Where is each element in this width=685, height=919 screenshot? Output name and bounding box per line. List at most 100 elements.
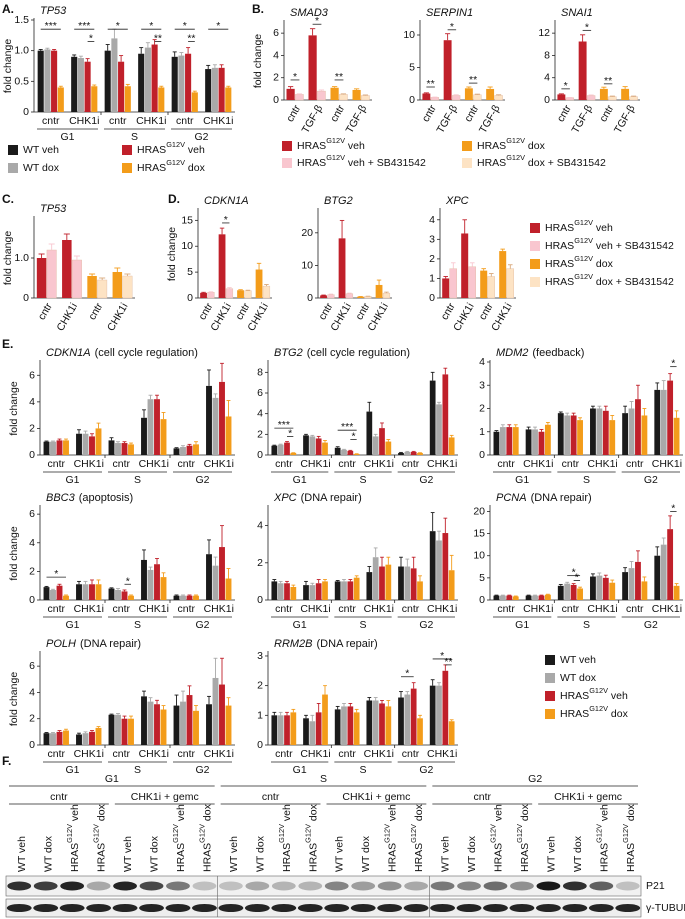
chart-title: PCNA (DNA repair) [496, 492, 592, 504]
bar [43, 733, 50, 745]
x-tick-label: cntr [338, 458, 356, 470]
bar [36, 258, 47, 298]
bar [506, 427, 513, 455]
bar [154, 704, 160, 745]
y-tick-label: 6 [29, 369, 35, 381]
legend-swatch [530, 259, 540, 269]
error-bar [212, 64, 217, 68]
legend-swatch [530, 241, 540, 251]
error-bar [83, 580, 88, 585]
bar [308, 35, 317, 100]
blot-band [377, 904, 403, 912]
legend-swatch [122, 145, 132, 155]
bar [286, 88, 295, 100]
chart-title: CDKN1A [204, 195, 249, 207]
error-bar [591, 573, 595, 577]
bar [284, 442, 290, 455]
y-tick-label: 10 [473, 549, 485, 561]
bar [218, 67, 225, 112]
lane-label: WT dox [572, 835, 584, 872]
x-tick-label: TGF-β [343, 103, 369, 135]
bar [417, 452, 423, 455]
gene-name: CDKN1A [46, 347, 91, 359]
bar [565, 97, 575, 101]
bar [138, 53, 145, 112]
error-bar [194, 594, 198, 596]
bar [218, 234, 226, 298]
error-bar [348, 449, 353, 451]
error-bar [278, 443, 283, 445]
y-axis-label: fold change [2, 39, 14, 93]
bar [89, 731, 95, 745]
x-tick-label: cntr [402, 458, 420, 470]
bar [494, 95, 503, 101]
gene-name: XPC [445, 195, 469, 207]
x-tick-label: CHK1i [203, 115, 233, 127]
bar [211, 67, 218, 112]
bar [115, 589, 121, 600]
error-bar [44, 440, 49, 442]
bar [277, 583, 284, 600]
group-label: G1 [65, 764, 79, 776]
legend-label: HRASG12V dox [545, 254, 614, 269]
y-tick-label: 0 [479, 449, 485, 461]
bar [366, 700, 373, 745]
gene-name: MDM2 [496, 347, 528, 359]
bar [330, 87, 339, 100]
y-tick-label: 1.5 [14, 14, 29, 26]
error-bar [353, 88, 360, 90]
bar [538, 595, 545, 600]
error-bar [238, 289, 243, 291]
bar [115, 714, 121, 745]
error-bar [51, 588, 55, 590]
x-tick-label: cntr [597, 102, 616, 124]
bar [538, 431, 545, 455]
y-tick-label: 6 [29, 660, 35, 672]
y-tick-label: 0 [409, 94, 415, 106]
blot-band [351, 881, 376, 891]
bar [628, 408, 635, 455]
error-bar [430, 371, 435, 381]
error-bar [443, 517, 448, 534]
bar [506, 595, 513, 600]
bar [309, 436, 316, 455]
error-bar [622, 86, 628, 89]
significance-label: * [440, 650, 444, 662]
bar [237, 290, 244, 298]
bar [557, 585, 564, 600]
bar [451, 95, 461, 101]
blot-strip [5, 875, 642, 897]
error-bar [207, 369, 211, 386]
error-bar [310, 714, 315, 722]
error-bar [142, 690, 146, 697]
treatment-label: cntr [473, 791, 491, 803]
legend-swatch [122, 163, 132, 173]
error-bar [83, 731, 88, 734]
bar [667, 529, 674, 600]
group-label: G1 [293, 764, 307, 776]
error-bar [533, 426, 537, 430]
error-bar [310, 582, 315, 586]
chart-title: MDM2 (feedback) [496, 347, 584, 359]
group-label: S [583, 619, 590, 631]
bar [82, 584, 89, 600]
error-bar [642, 408, 647, 416]
blot-band [166, 881, 190, 891]
lane-label: HRASG12V veh [66, 804, 81, 872]
y-tick-label: 4 [273, 49, 279, 61]
chart-title: SMAD3 [290, 7, 329, 19]
blot-band [350, 904, 376, 912]
phase-label: G1 [105, 773, 119, 785]
gene-name: SNAI1 [561, 7, 593, 19]
bar [277, 444, 284, 455]
error-bar [291, 584, 296, 587]
error-bar [609, 95, 615, 97]
bar [448, 437, 455, 455]
blot-band [457, 881, 481, 891]
bar [654, 389, 661, 455]
error-bar [453, 94, 459, 96]
bar [570, 584, 577, 600]
error-bar [411, 682, 416, 689]
legend-label: WT dox [23, 162, 60, 174]
error-bar [58, 85, 63, 88]
